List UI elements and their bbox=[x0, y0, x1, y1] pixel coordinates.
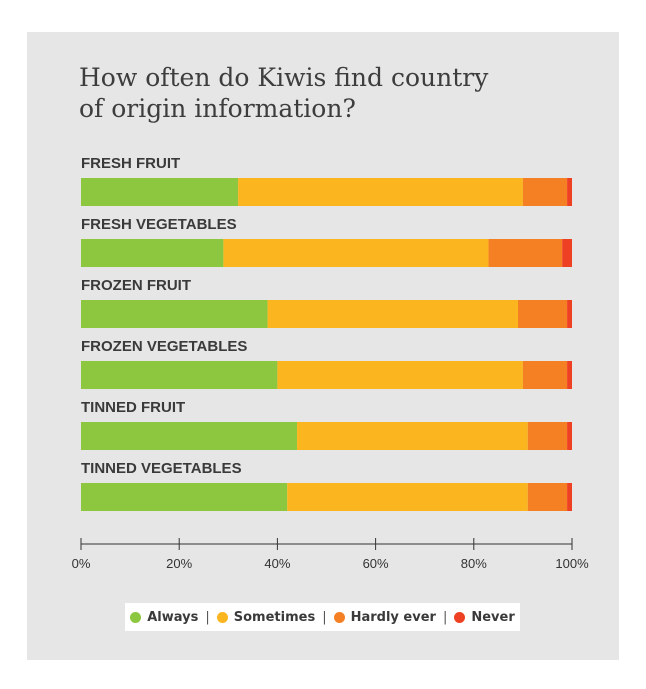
legend-label-hardly-ever: Hardly ever bbox=[350, 609, 436, 625]
bar-frozen-fruit-hardly-ever bbox=[517, 300, 568, 328]
chart-title: How often do Kiwis find country of origi… bbox=[79, 62, 549, 124]
x-tick-label: 60% bbox=[363, 556, 389, 571]
legend-separator: | bbox=[322, 609, 327, 625]
bar-fresh-fruit-always bbox=[81, 178, 239, 206]
category-label-frozen-fruit: FROZEN FRUIT bbox=[81, 277, 191, 294]
legend-separator: | bbox=[205, 609, 210, 625]
bar-frozen-fruit-never bbox=[567, 300, 572, 328]
bar-tinned-vegetables-sometimes bbox=[287, 483, 528, 511]
bar-tinned-fruit-sometimes bbox=[297, 422, 528, 450]
bar-fresh-fruit-hardly-ever bbox=[522, 178, 568, 206]
category-label-tinned-fruit: TINNED FRUIT bbox=[81, 399, 185, 416]
legend-swatch-always bbox=[130, 611, 142, 623]
bar-fresh-vegetables-hardly-ever bbox=[488, 239, 563, 267]
legend-label-never: Never bbox=[471, 609, 515, 625]
category-label-frozen-vegetables: FROZEN VEGETABLES bbox=[81, 338, 247, 355]
bar-fresh-vegetables-always bbox=[81, 239, 224, 267]
legend-item-always: Always bbox=[130, 610, 198, 625]
bar-tinned-vegetables-hardly-ever bbox=[527, 483, 568, 511]
bar-frozen-vegetables-never bbox=[567, 361, 572, 389]
legend-separator: | bbox=[442, 609, 448, 625]
chart-panel bbox=[27, 32, 619, 660]
chart-title-line-1: How often do Kiwis find country bbox=[79, 63, 489, 92]
legend-label-always: Always bbox=[147, 609, 199, 625]
x-tick-label: 100% bbox=[555, 556, 589, 571]
bar-fresh-vegetables-never bbox=[562, 239, 572, 267]
bar-tinned-fruit-always bbox=[81, 422, 298, 450]
legend-label-sometimes: Sometimes bbox=[233, 609, 316, 625]
category-label-fresh-fruit: FRESH FRUIT bbox=[81, 155, 180, 172]
bar-frozen-fruit-sometimes bbox=[267, 300, 518, 328]
bar-fresh-fruit-never bbox=[567, 178, 572, 206]
bar-frozen-vegetables-sometimes bbox=[277, 361, 523, 389]
bar-tinned-vegetables-always bbox=[81, 483, 288, 511]
bar-frozen-vegetables-always bbox=[81, 361, 278, 389]
x-tick-label: 40% bbox=[264, 556, 290, 571]
bar-fresh-fruit-sometimes bbox=[238, 178, 523, 206]
legend-swatch-sometimes bbox=[216, 611, 228, 623]
x-tick-label: 80% bbox=[461, 556, 487, 571]
legend-item-hardly-ever: Hardly ever bbox=[333, 609, 436, 625]
chart-title-line-2: of origin information? bbox=[79, 94, 356, 123]
legend-item-never: Never bbox=[454, 609, 515, 625]
category-label-fresh-vegetables: FRESH VEGETABLES bbox=[81, 216, 237, 233]
bar-tinned-fruit-never bbox=[567, 422, 572, 450]
legend-swatch-never bbox=[454, 611, 466, 623]
bar-frozen-fruit-always bbox=[81, 300, 268, 328]
bar-fresh-vegetables-sometimes bbox=[223, 239, 489, 267]
x-tick-label: 0% bbox=[72, 556, 91, 571]
bar-tinned-fruit-hardly-ever bbox=[527, 422, 568, 450]
chart-legend: Always | Sometimes | Hardly ever | Never bbox=[125, 603, 520, 631]
x-tick-label: 20% bbox=[166, 556, 192, 571]
legend-swatch-hardly-ever bbox=[333, 611, 345, 623]
category-label-tinned-vegetables: TINNED VEGETABLES bbox=[81, 460, 242, 477]
bar-frozen-vegetables-hardly-ever bbox=[522, 361, 568, 389]
legend-item-sometimes: Sometimes bbox=[216, 609, 316, 625]
bar-tinned-vegetables-never bbox=[567, 483, 572, 511]
